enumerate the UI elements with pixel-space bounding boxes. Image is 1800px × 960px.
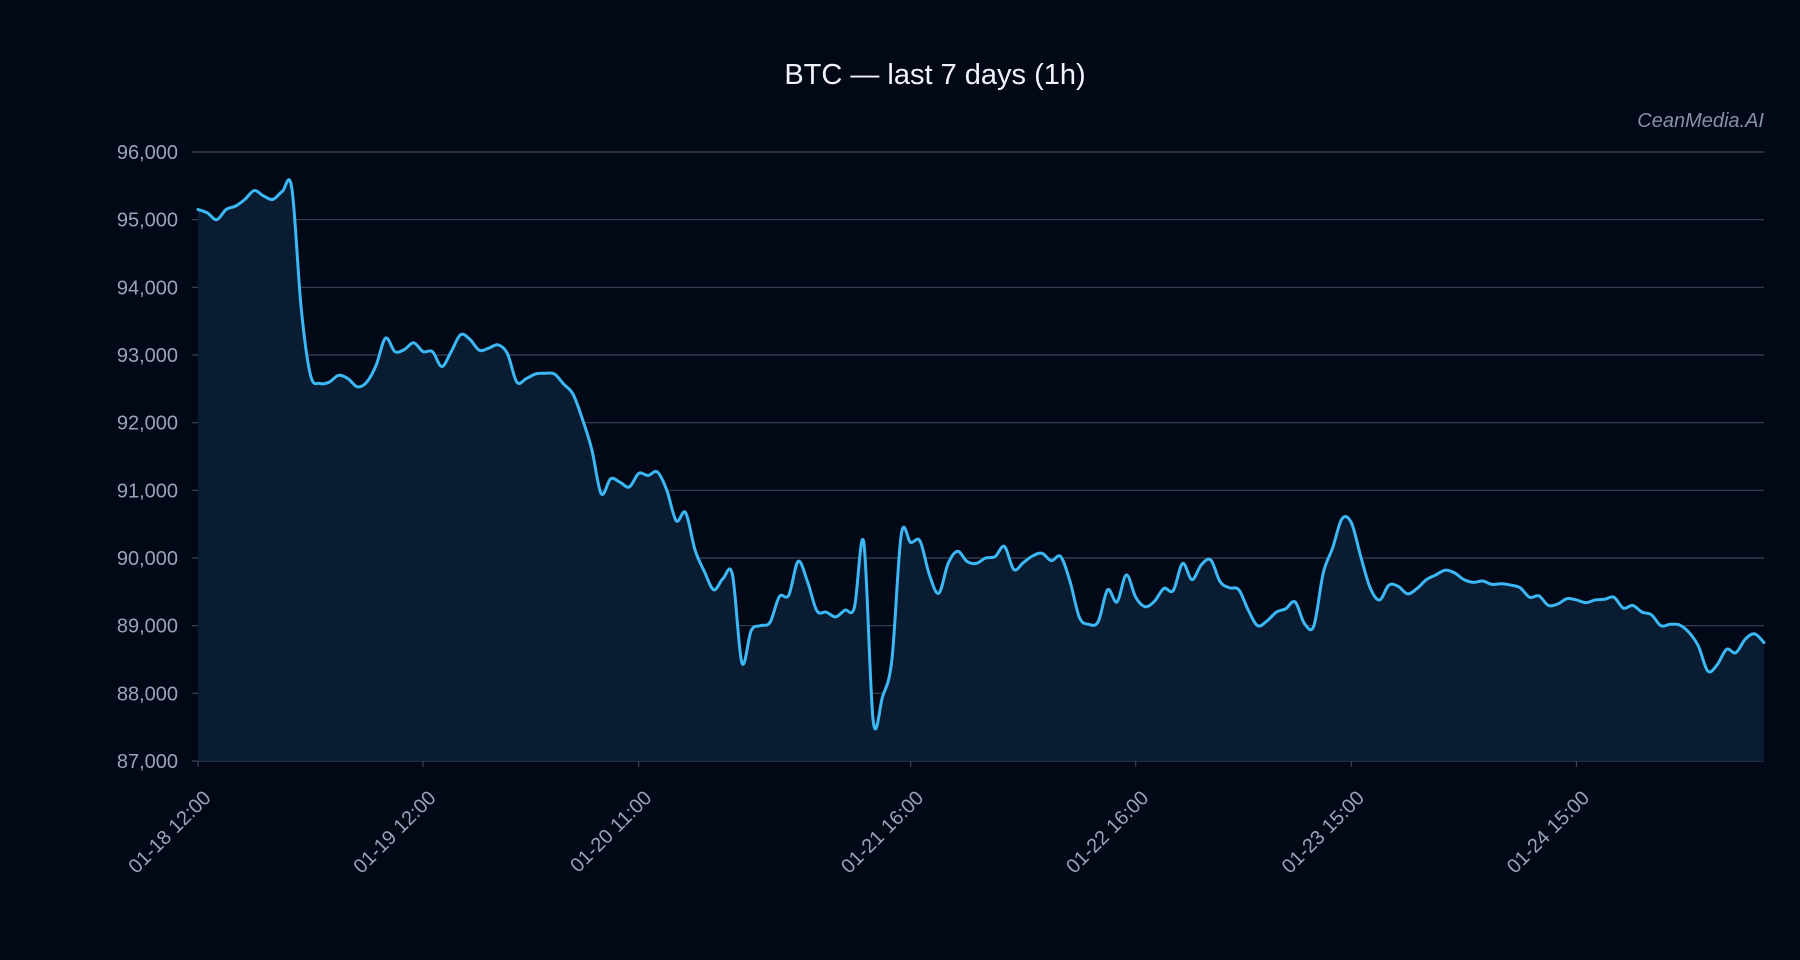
x-tick-label: 01-24 15:00 [1503,787,1594,878]
x-tick-label: 01-18 12:00 [124,787,215,878]
y-tick-label: 93,000 [117,345,178,367]
y-tick-label: 90,000 [117,548,178,570]
x-tick-label: 01-20 11:00 [566,787,656,877]
y-tick-label: 87,000 [117,751,178,773]
price-area-fill [198,179,1764,761]
y-axis-ticks: 87,000 88,000 89,000 90,000 91,000 92,000 93,0… [117,142,198,773]
watermark: CeanMedia.AI [1637,110,1764,132]
y-tick-label: 88,000 [117,683,178,705]
y-tick-label: 91,000 [117,480,178,502]
x-tick-label: 01-19 12:00 [350,787,441,878]
y-tick-label: 96,000 [117,142,178,164]
x-tick-label: 01-22 16:00 [1062,787,1153,878]
x-tick-label: 01-21 16:00 [837,787,928,878]
x-axis-ticks: 01-18 12:00 01-19 12:00 01-20 11:00 01-21 1… [124,761,1594,878]
y-tick-label: 94,000 [117,277,178,299]
y-tick-label: 95,000 [117,210,178,232]
price-line [196,178,1766,731]
y-tick-label: 92,000 [117,413,178,435]
x-tick-label: 01-23 15:00 [1278,787,1369,878]
y-tick-label: 89,000 [117,616,178,638]
chart-title: BTC — last 7 days (1h) [784,59,1085,91]
